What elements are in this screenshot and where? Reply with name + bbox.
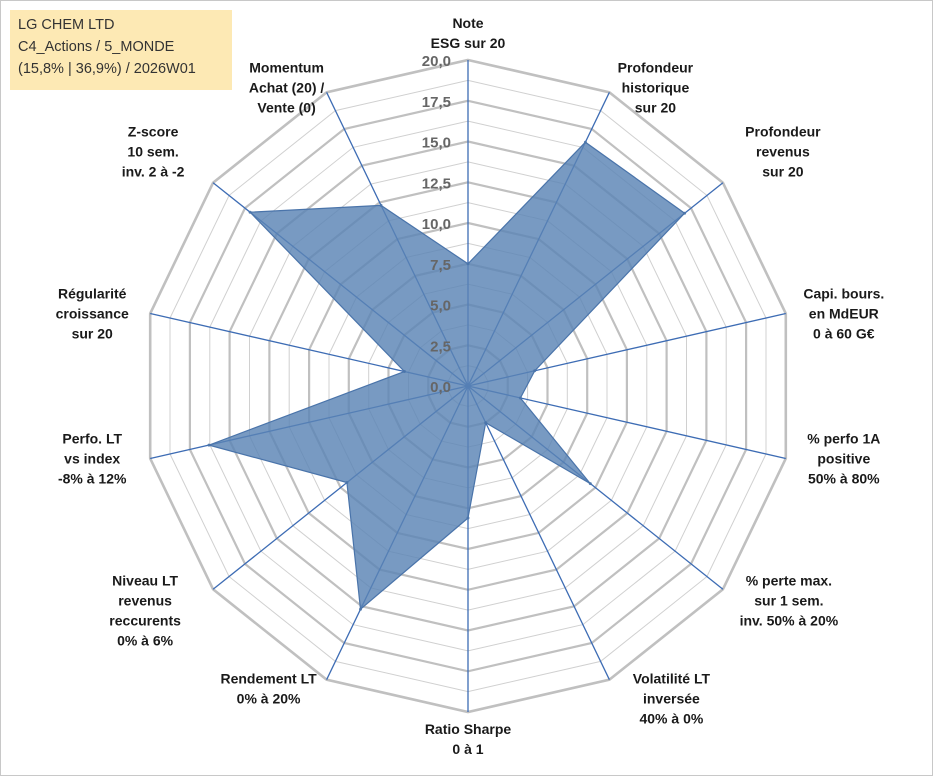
data-point <box>484 421 488 425</box>
data-point <box>466 516 470 520</box>
axis-label: Volatilité LT inversée 40% à 0% <box>633 671 711 727</box>
radar-tick-labels: 0,0 2,5 5,0 7,5 10,0 12,5 15,0 17,5 20,0 <box>422 53 451 396</box>
tick-label: 12,5 <box>422 175 451 192</box>
tick-label: 17,5 <box>422 94 451 111</box>
tick-label: 15,0 <box>422 135 451 152</box>
axis-label: % perte max. sur 1 sem. inv. 50% à 20% <box>740 572 839 628</box>
tick-label: 10,0 <box>422 216 451 233</box>
radar-axis-labels: Note ESG sur 20 Profondeur historique sur 20… <box>56 15 885 757</box>
data-point <box>583 140 587 144</box>
data-point <box>207 443 211 447</box>
data-point <box>533 369 537 373</box>
axis-label: % perfo 1A positive 50% à 80% <box>807 431 880 487</box>
axis-label: Rendement LT 0% à 20% <box>220 671 317 707</box>
data-point <box>588 482 592 486</box>
axis-label: Perfo. LT vs index -8% à 12% <box>58 431 127 487</box>
axis-label: Régularité croissance sur 20 <box>56 286 129 342</box>
tick-label: 20,0 <box>422 53 451 70</box>
axis-label: Profondeur revenus sur 20 <box>745 124 821 180</box>
stats-period: (15,8% | 36,9%) / 2026W01 <box>18 61 196 77</box>
tick-label: 2,5 <box>430 338 451 355</box>
axis-label: Note ESG sur 20 <box>431 15 506 51</box>
axis-label: Ratio Sharpe 0 à 1 <box>425 721 512 757</box>
info-box: LG CHEM LTD C4_Actions / 5_MONDE (15,8% … <box>10 10 232 90</box>
axis-spoke <box>467 385 610 680</box>
axis-label: Momentum Achat (20) / Vente (0) <box>249 59 325 115</box>
data-point <box>359 607 362 611</box>
axis-label: Z-score 10 sem. inv. 2 à -2 <box>122 124 185 180</box>
data-point <box>683 211 687 215</box>
axis-label: Capi. bours. en MdEUR 0 à 60 G€ <box>803 286 884 342</box>
portfolio-category: C4_Actions / 5_MONDE <box>18 39 175 55</box>
data-point <box>402 370 406 373</box>
series-area <box>207 141 686 611</box>
company-name: LG CHEM LTD <box>18 17 115 33</box>
axis-label: Profondeur historique sur 20 <box>618 59 694 115</box>
tick-label: 5,0 <box>430 298 451 315</box>
data-point <box>248 210 252 214</box>
data-point <box>518 396 522 400</box>
data-point <box>466 262 470 266</box>
tick-label: 0,0 <box>430 379 451 396</box>
data-point <box>379 203 383 207</box>
axis-label: Niveau LT revenus reccurents 0% à 6% <box>109 572 181 648</box>
tick-label: 7,5 <box>430 257 451 274</box>
radar-series <box>207 140 687 611</box>
data-point <box>345 481 349 484</box>
